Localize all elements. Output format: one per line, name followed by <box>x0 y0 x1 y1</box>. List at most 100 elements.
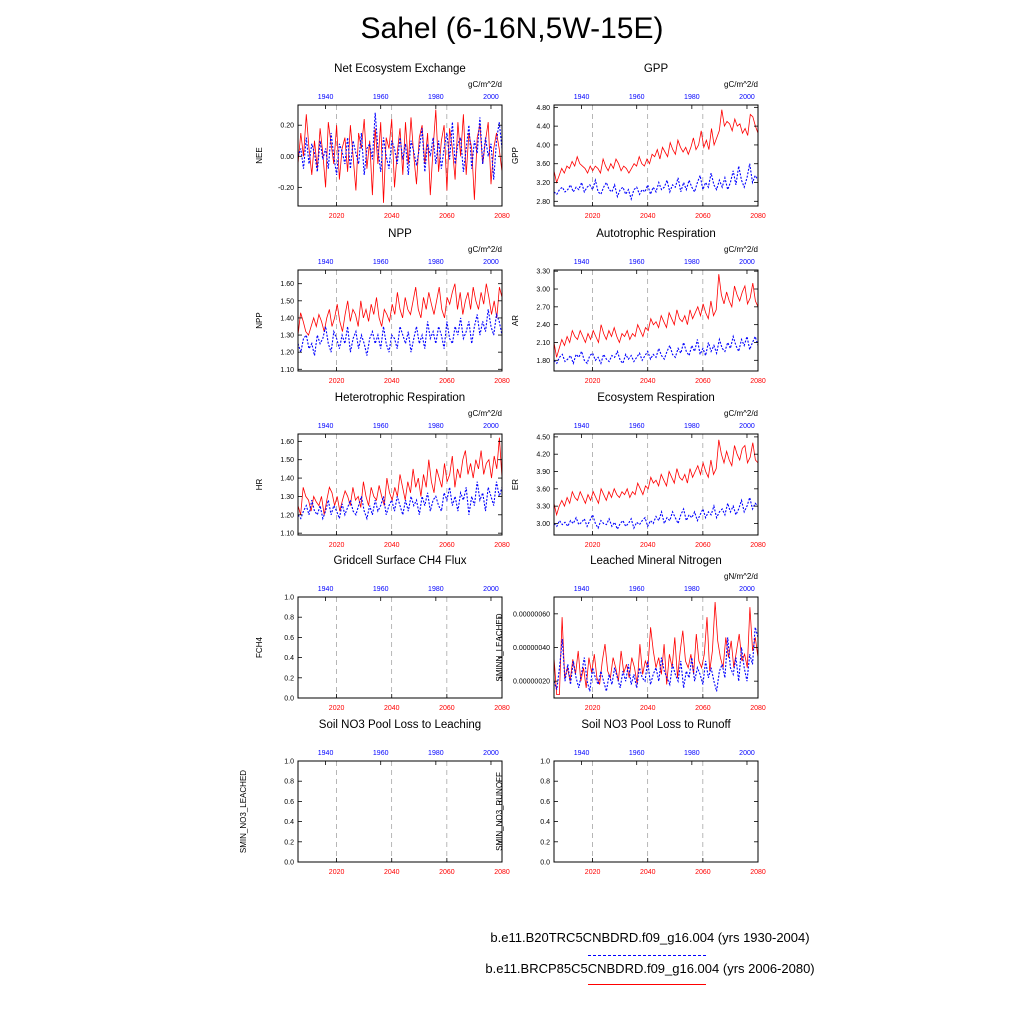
y-tick-label: 0.8 <box>540 779 550 786</box>
x-tick-label-bottom: 2060 <box>695 542 711 549</box>
chart-panel-4: Autotrophic Respiration gC/m^2/d 1.80 2.10 2… <box>511 228 766 385</box>
chart-title: Gridcell Surface CH4 Flux <box>334 555 467 567</box>
y-axis-label: SMIN_NO3_RUNOFF <box>495 772 504 851</box>
historical-series-line <box>553 495 759 531</box>
x-tick-label-top: 1980 <box>684 259 700 266</box>
y-tick-label: 3.60 <box>536 486 550 493</box>
chart-panel-9: Soil NO3 Pool Loss to Leaching 0.0 0.2 0.4 0… <box>239 719 510 876</box>
x-tick-label-bottom: 2020 <box>585 542 601 549</box>
chart-panel-3: NPP gC/m^2/d 1.10 1.20 1.30 1.40 1.50 1.60 2020 2… <box>255 228 510 385</box>
x-tick-label-bottom: 2040 <box>640 378 656 385</box>
y-tick-label: 4.50 <box>536 434 550 441</box>
plot-frame <box>553 104 759 207</box>
chart-panel-2: GPP gC/m^2/d 2.80 3.20 3.60 4.00 4.40 4.80 2020 2… <box>511 63 766 220</box>
y-tick-label: 2.70 <box>536 304 550 311</box>
page-title: Sahel (6-16N,5W-15E) <box>360 12 664 45</box>
x-tick-label-bottom: 2020 <box>585 378 601 385</box>
historical-series-line <box>553 163 759 201</box>
y-tick-label: 1.30 <box>280 494 294 501</box>
chart-title: Autotrophic Respiration <box>596 228 716 240</box>
x-tick-label-top: 2000 <box>739 586 755 593</box>
x-tick-label-top: 1940 <box>574 750 590 757</box>
x-tick-label-top: 1980 <box>428 94 444 101</box>
historical-series-line <box>553 334 759 366</box>
y-tick-label: 4.00 <box>536 142 550 149</box>
x-tick-label-top: 1960 <box>629 259 645 266</box>
x-tick-label-top: 1980 <box>684 586 700 593</box>
x-tick-label-bottom: 2040 <box>384 213 400 220</box>
y-tick-label: 1.50 <box>280 457 294 464</box>
y-axis-label: SMINN_LEACHED <box>495 613 504 681</box>
y-axis-label: ER <box>511 479 520 490</box>
x-tick-label-top: 1980 <box>428 259 444 266</box>
plot-frame <box>297 596 503 699</box>
y-tick-label: 0.0 <box>540 860 550 867</box>
y-tick-label: 2.80 <box>536 199 550 206</box>
x-tick-label-top: 2000 <box>483 750 499 757</box>
x-tick-label-top: 1960 <box>629 586 645 593</box>
x-tick-label-top: 1960 <box>373 586 389 593</box>
y-tick-label: 3.20 <box>536 180 550 187</box>
y-tick-label: 1.20 <box>280 512 294 519</box>
y-tick-label: 4.80 <box>536 105 550 112</box>
x-tick-label-bottom: 2020 <box>585 869 601 876</box>
x-tick-label-top: 1960 <box>373 259 389 266</box>
x-tick-label-bottom: 2020 <box>329 213 345 220</box>
x-tick-label-bottom: 2080 <box>494 378 510 385</box>
x-tick-label-top: 1940 <box>574 259 590 266</box>
plot-frame <box>553 760 759 863</box>
y-tick-label: 0.00000020 <box>513 679 550 686</box>
future-series-line <box>553 601 759 695</box>
historical-series-line <box>297 481 503 521</box>
y-tick-label: 1.60 <box>280 439 294 446</box>
y-tick-label: 3.00 <box>536 521 550 528</box>
x-tick-label-bottom: 2020 <box>329 378 345 385</box>
x-tick-label-top: 2000 <box>483 259 499 266</box>
y-tick-label: 0.8 <box>284 615 294 622</box>
y-tick-label: 4.40 <box>536 124 550 131</box>
plot-frame <box>297 269 503 372</box>
chart-units: gC/m^2/d <box>468 80 502 89</box>
legend-future-swatch <box>588 984 706 985</box>
x-tick-label-bottom: 2020 <box>585 705 601 712</box>
x-tick-label-top: 2000 <box>739 259 755 266</box>
chart-title: Heterotrophic Respiration <box>335 392 465 404</box>
legend-future-label: b.e11.BRCP85C5CNBDRD.f09_g16.004 (yrs 20… <box>485 961 815 976</box>
y-tick-label: 1.30 <box>280 333 294 340</box>
x-tick-label-top: 1980 <box>428 423 444 430</box>
x-tick-label-top: 1940 <box>318 750 334 757</box>
x-tick-label-bottom: 2060 <box>439 213 455 220</box>
y-axis-label: NEE <box>255 147 264 163</box>
x-tick-label-top: 2000 <box>739 423 755 430</box>
plot-frame <box>553 433 759 536</box>
y-tick-label: 0.00000060 <box>513 611 550 618</box>
x-tick-label-top: 2000 <box>739 94 755 101</box>
y-tick-label: 0.0 <box>284 696 294 703</box>
chart-units: gN/m^2/d <box>724 572 758 581</box>
chart-units: gC/m^2/d <box>468 245 502 254</box>
chart-panel-6: Ecosystem Respiration gC/m^2/d 3.00 3.30 3.6… <box>511 392 766 549</box>
plot-frame <box>297 104 503 207</box>
future-series-line <box>297 283 503 336</box>
x-tick-label-top: 1980 <box>684 750 700 757</box>
y-tick-label: 1.10 <box>280 531 294 538</box>
x-tick-label-top: 1940 <box>318 423 334 430</box>
y-tick-label: 0.6 <box>540 799 550 806</box>
y-tick-label: 0.8 <box>284 779 294 786</box>
plot-frame <box>553 269 759 372</box>
x-tick-label-bottom: 2060 <box>439 705 455 712</box>
x-tick-label-top: 1980 <box>428 750 444 757</box>
x-tick-label-bottom: 2060 <box>695 378 711 385</box>
x-tick-label-bottom: 2020 <box>585 213 601 220</box>
y-tick-label: 1.10 <box>280 367 294 374</box>
x-tick-label-top: 1940 <box>574 94 590 101</box>
y-tick-label: 1.20 <box>280 350 294 357</box>
y-axis-label: HR <box>255 479 264 491</box>
x-tick-label-bottom: 2080 <box>750 378 766 385</box>
x-tick-label-bottom: 2080 <box>494 869 510 876</box>
future-series-line <box>553 439 759 517</box>
x-tick-label-bottom: 2020 <box>329 542 345 549</box>
y-tick-label: 3.30 <box>536 269 550 276</box>
x-tick-label-bottom: 2080 <box>750 213 766 220</box>
